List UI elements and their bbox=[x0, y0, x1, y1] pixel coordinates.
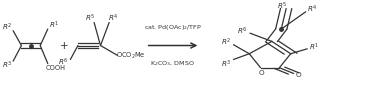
Text: O: O bbox=[259, 70, 265, 76]
Text: OCO$_2$Me: OCO$_2$Me bbox=[116, 51, 146, 61]
Text: $R^2$: $R^2$ bbox=[221, 37, 231, 48]
Text: cat. Pd(OAc)$_2$/TFP: cat. Pd(OAc)$_2$/TFP bbox=[144, 23, 202, 32]
Text: $R^5$: $R^5$ bbox=[85, 13, 95, 24]
Text: $R^3$: $R^3$ bbox=[221, 59, 231, 70]
Text: K$_2$CO$_3$, DMSO: K$_2$CO$_3$, DMSO bbox=[150, 59, 195, 68]
Text: $R^4$: $R^4$ bbox=[108, 13, 119, 24]
Text: COOH: COOH bbox=[45, 65, 65, 71]
Text: $R^3$: $R^3$ bbox=[2, 60, 12, 71]
Text: $R^5$: $R^5$ bbox=[277, 1, 288, 12]
Text: $R^6$: $R^6$ bbox=[237, 26, 248, 37]
Text: $R^2$: $R^2$ bbox=[2, 22, 12, 33]
Text: $R^4$: $R^4$ bbox=[307, 4, 318, 15]
Text: O: O bbox=[295, 72, 301, 78]
Text: $R^1$: $R^1$ bbox=[309, 41, 319, 53]
Text: +: + bbox=[60, 40, 68, 51]
Text: $R^1$: $R^1$ bbox=[50, 20, 60, 31]
Text: $R^6$: $R^6$ bbox=[58, 57, 69, 68]
